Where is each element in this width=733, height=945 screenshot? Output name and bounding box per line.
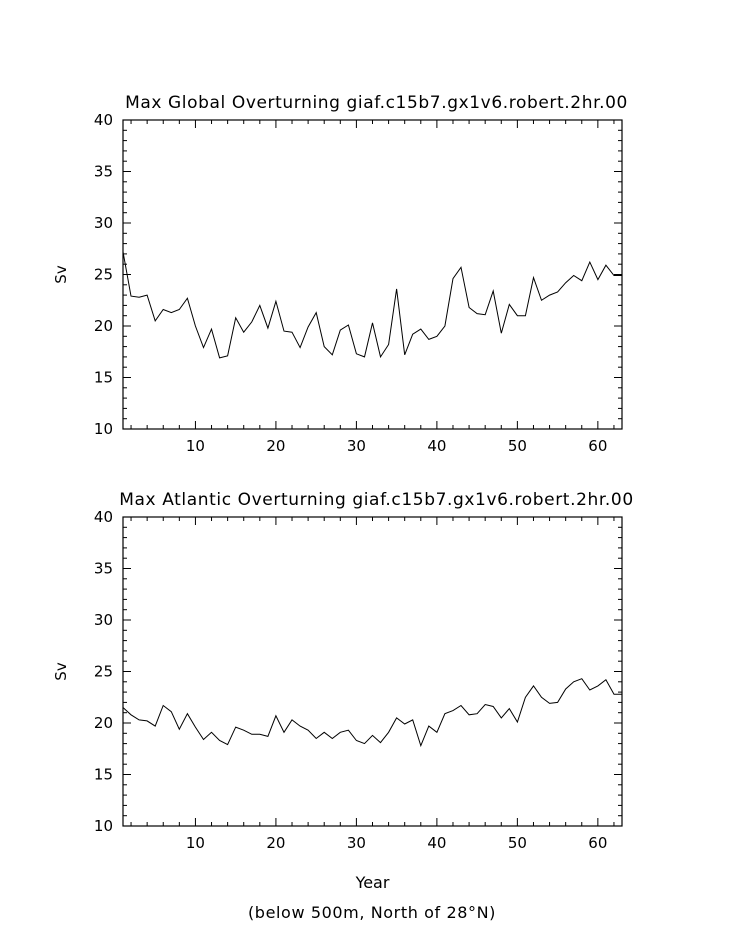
figure-footnote: (below 500m, North of 28°N)	[248, 903, 496, 922]
global-x-tick-label: 30	[347, 437, 366, 455]
atlantic-y-tick-label: 35	[94, 560, 113, 578]
atlantic-overturning-panel: Max Atlantic Overturning giaf.c15b7.gx1v…	[52, 490, 634, 892]
atlantic-y-axis-label: Sv	[52, 662, 70, 681]
global-x-tick-label: 60	[588, 437, 607, 455]
atlantic-x-tick-label: 40	[427, 834, 446, 852]
global-y-tick-label: 25	[94, 266, 113, 284]
atlantic-y-tick-label: 25	[94, 663, 113, 681]
global-y-tick-label: 20	[94, 317, 113, 335]
global-overturning-series-line	[122, 251, 622, 359]
atlantic-x-tick-label: 20	[266, 834, 285, 852]
atlantic-x-tick-label: 10	[186, 834, 205, 852]
atlantic-y-tick-label: 40	[94, 508, 113, 526]
atlantic-chart-title: Max Atlantic Overturning giaf.c15b7.gx1v…	[119, 490, 634, 510]
global-chart-title: Max Global Overturning giaf.c15b7.gx1v6.…	[125, 93, 628, 113]
atlantic-x-axis-label: Year	[355, 873, 390, 892]
global-x-tick-label: 40	[427, 437, 446, 455]
atlantic-y-tick-label: 15	[94, 766, 113, 784]
global-y-tick-label: 30	[94, 214, 113, 232]
atlantic-x-tick-label: 30	[347, 834, 366, 852]
atlantic-x-tick-label: 50	[508, 834, 527, 852]
global-x-tick-label: 50	[508, 437, 527, 455]
atlantic-plot-frame	[122, 516, 623, 827]
atlantic-y-tick-label: 20	[94, 714, 113, 732]
global-y-tick-label: 40	[94, 111, 113, 129]
global-x-tick-label: 20	[266, 437, 285, 455]
global-y-tick-label: 35	[94, 163, 113, 181]
atlantic-x-tick-label: 60	[588, 834, 607, 852]
atlantic-y-tick-label: 10	[94, 817, 113, 835]
global-overturning-panel: Max Global Overturning giaf.c15b7.gx1v6.…	[52, 93, 628, 455]
global-y-tick-label: 15	[94, 369, 113, 387]
global-y-tick-label: 10	[94, 420, 113, 438]
atlantic-y-tick-label: 30	[94, 611, 113, 629]
global-x-tick-label: 10	[186, 437, 205, 455]
global-y-axis-label: Sv	[52, 265, 70, 284]
global-plot-frame	[122, 119, 623, 430]
atlantic-overturning-series-line	[122, 678, 622, 748]
